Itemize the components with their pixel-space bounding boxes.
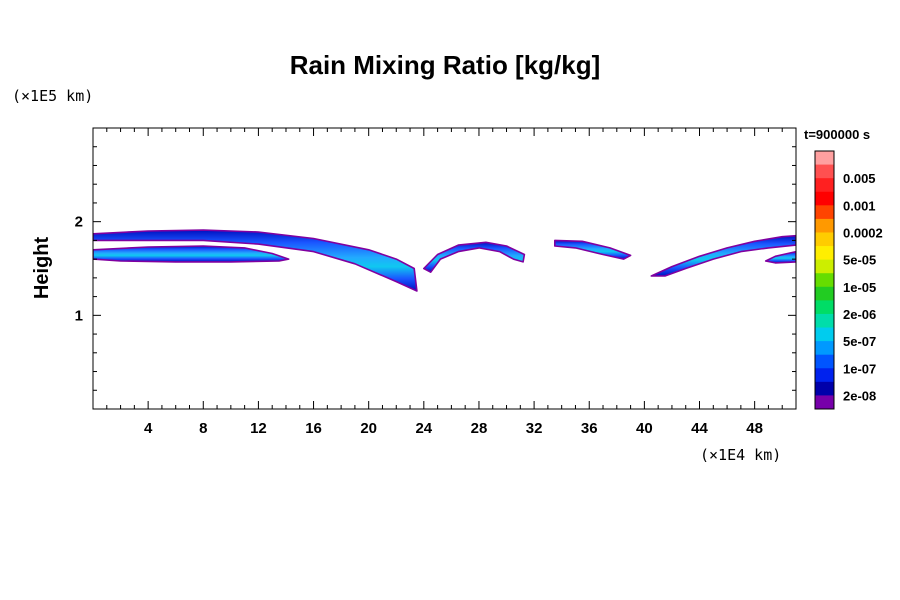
plot-frame [92,127,797,410]
y-axis-label: Height [31,237,53,300]
legend-swatch [815,286,834,301]
y-scale-label: (×1E5 km) [12,87,93,105]
x-tick-label: 8 [199,420,207,437]
legend-swatch [815,191,834,206]
legend-swatch [815,341,834,356]
legend-swatch [815,300,834,315]
x-tick-label: 24 [415,420,432,437]
contour-region-upper-band-right [650,234,796,277]
legend-swatch [815,368,834,383]
time-label: t=900000 s [804,127,870,142]
legend-swatch [815,273,834,288]
legend-label: 5e-07 [843,334,876,349]
legend-label: 0.001 [843,198,876,213]
x-tick-label: 32 [526,420,543,437]
legend-swatch [815,151,834,165]
x-tick-label: 44 [691,420,708,437]
legend-label: 5e-05 [843,253,876,268]
y-tick-label: 1 [75,307,83,324]
legend-swatch [815,381,834,396]
x-tick-label: 16 [305,420,322,437]
x-scale-label: (×1E4 km) [700,446,781,464]
y-tick-label: 2 [75,214,83,231]
x-tick-label: 28 [471,420,488,437]
x-tick-label: 4 [144,420,153,437]
legend-swatch [815,178,834,193]
legend-label: 1e-07 [843,361,876,376]
legend-frame [814,150,835,410]
legend-label: 0.005 [843,171,876,186]
legend-label: 2e-06 [843,307,876,322]
legend-swatch [815,205,834,220]
legend-swatch [815,246,834,261]
legend-label: 1e-05 [843,280,876,295]
legend-swatch [815,164,834,179]
chart-title: Rain Mixing Ratio [kg/kg] [290,50,601,80]
legend-label: 2e-08 [843,388,876,403]
legend-swatch [815,354,834,369]
contour-region-arc-middle [423,241,526,273]
x-tick-label: 36 [581,420,598,437]
legend-swatch [815,232,834,247]
plot-area [93,229,796,292]
x-tick-label: 48 [746,420,763,437]
contour-region-lower-band-left [93,245,290,263]
color-legend: 0.005 0.001 0.0002 5e-05 1e-05 2e-06 5e-07 1e-0… [814,150,883,410]
contour-region-band-right-center [554,239,632,260]
legend-label: 0.0002 [843,225,883,240]
x-tick-label: 12 [250,420,267,437]
legend-swatch [815,327,834,342]
contour-region-lower-band-right [764,250,796,264]
legend-swatch [815,395,834,410]
legend-swatch [815,218,834,233]
legend-swatch [815,313,834,328]
x-tick-label: 40 [636,420,653,437]
contour-region-upper-band-left [93,229,418,292]
x-tick-label: 20 [360,420,377,437]
legend-swatch [815,259,834,274]
